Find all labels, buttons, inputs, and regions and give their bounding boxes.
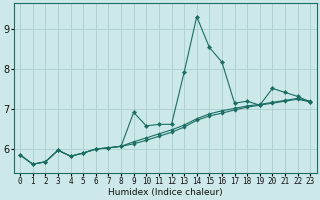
X-axis label: Humidex (Indice chaleur): Humidex (Indice chaleur): [108, 188, 222, 197]
